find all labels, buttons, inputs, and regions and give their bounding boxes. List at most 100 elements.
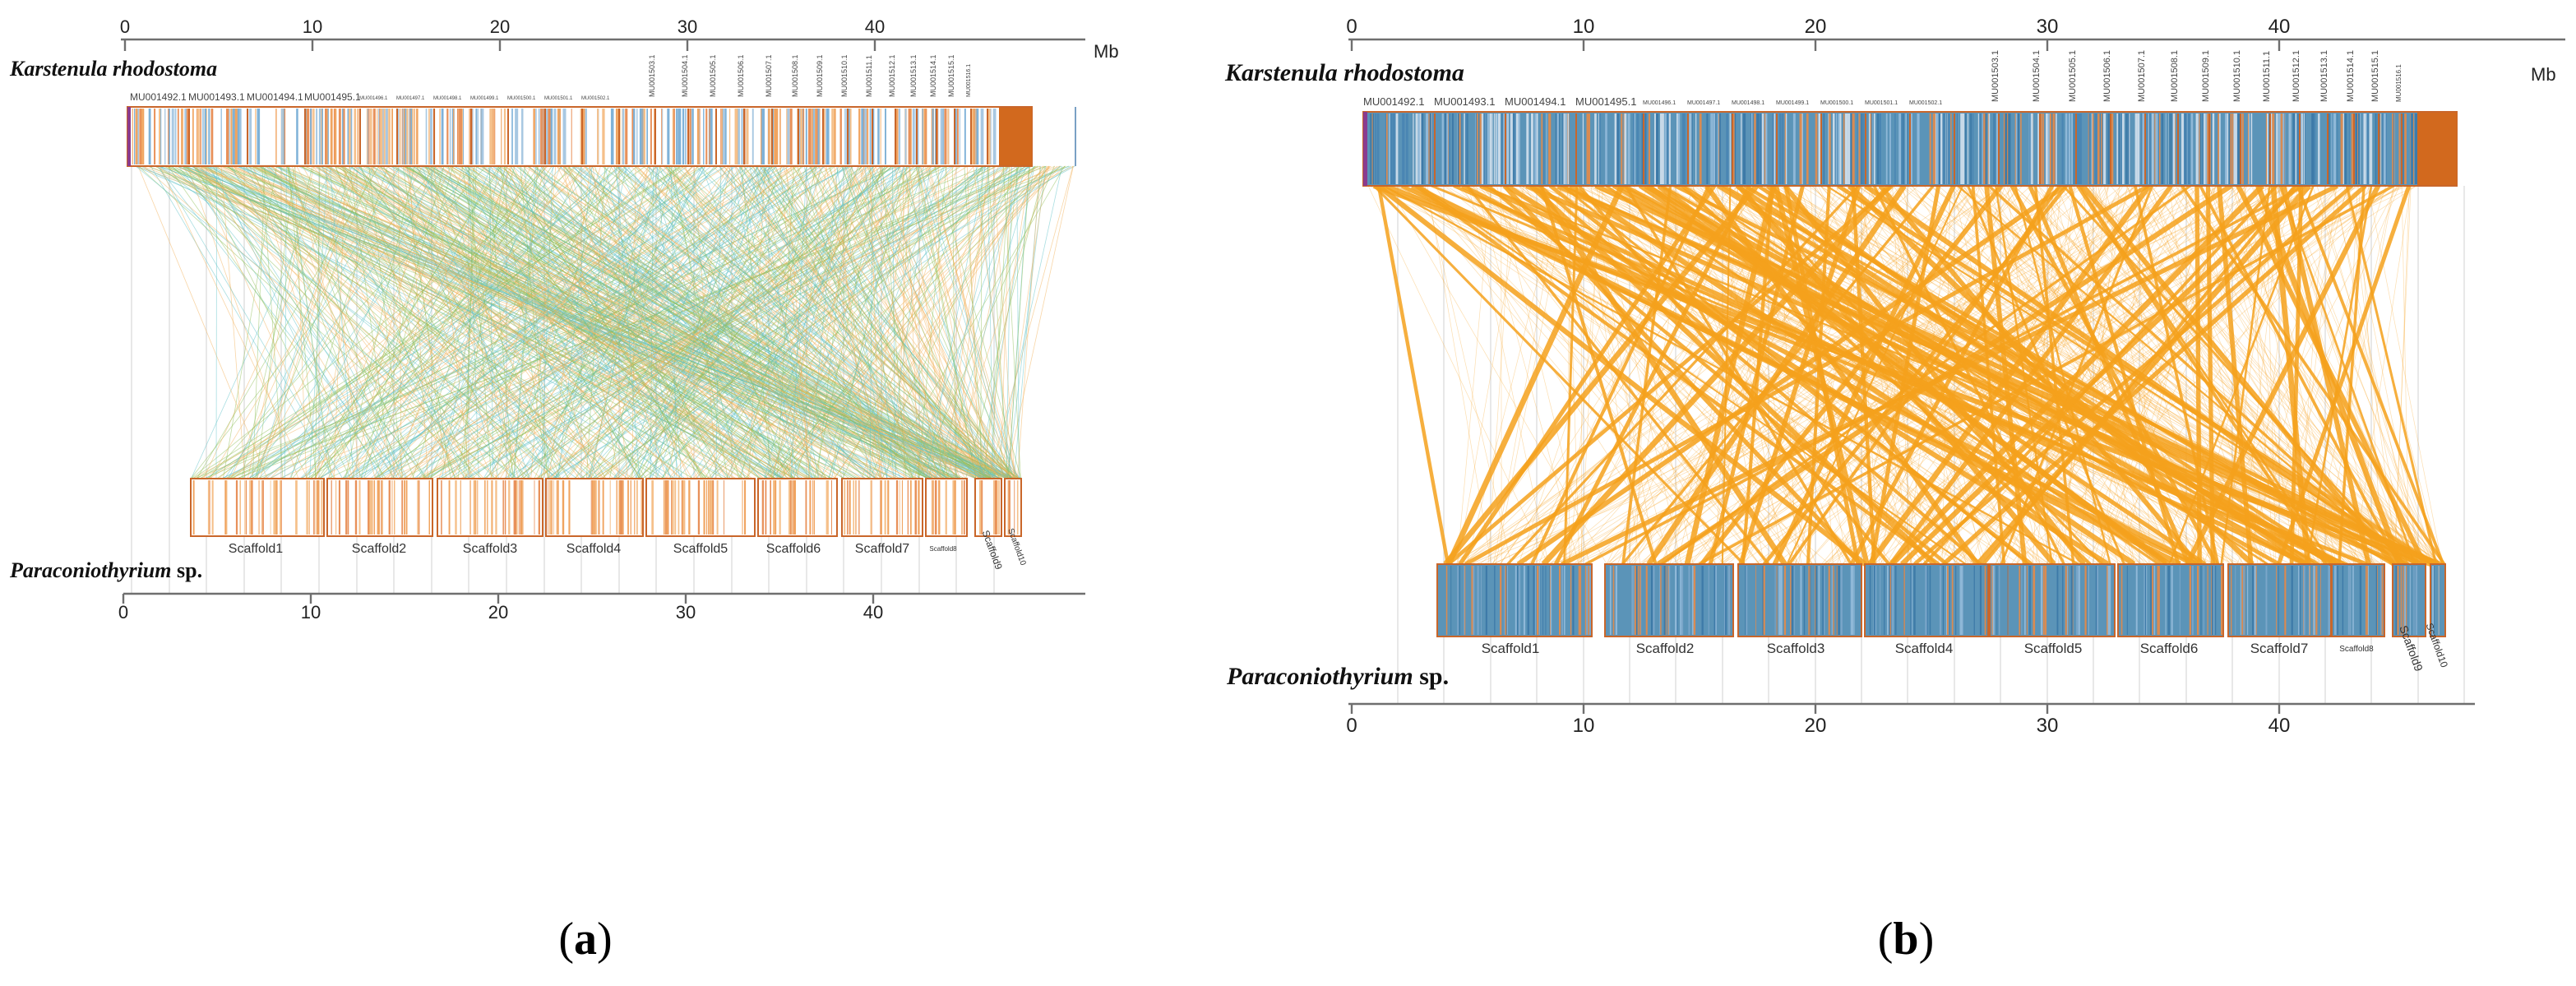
gene-stripe [779, 109, 781, 164]
synteny-link [742, 165, 1001, 479]
gene-stripe [632, 109, 636, 164]
scaffold-stripe [1506, 566, 1508, 635]
gene-stripe [826, 109, 830, 164]
gene-stripe [869, 109, 872, 164]
panel-b-scaffold-label: Scaffold7 [2250, 641, 2309, 656]
gene-stripe [330, 109, 333, 164]
panel-a-contig-label: MU001494.1 [247, 91, 303, 103]
gene-stripe [1668, 113, 1671, 184]
synteny-link [374, 165, 910, 479]
gene-stripe [493, 109, 495, 164]
synteny-link [756, 165, 876, 479]
scaffold-stripe [671, 480, 673, 535]
contig-divider [1575, 113, 1577, 184]
panel-a-scaffold-label: Scaffold8 [929, 545, 957, 553]
scaffold-stripe [2397, 566, 2399, 635]
gene-stripe [2014, 113, 2017, 184]
gene-stripe [2278, 113, 2281, 184]
gene-stripe [186, 109, 189, 164]
gene-stripe [1558, 113, 1560, 184]
scaffold-stripe [2065, 566, 2067, 635]
scaffold-stripe [744, 480, 747, 535]
synteny-link [414, 165, 731, 479]
gene-stripe [1946, 113, 1948, 184]
synteny-link [899, 165, 1019, 479]
synteny-link [271, 165, 627, 479]
gene-stripe [2097, 113, 2100, 184]
scaffold-stripe [945, 480, 947, 535]
synteny-link [988, 165, 1074, 479]
synteny-link [187, 165, 299, 479]
synteny-bundle [1561, 184, 2030, 566]
scaffold-stripe [275, 480, 278, 535]
gene-stripe [1979, 113, 1982, 184]
synteny-link [964, 165, 983, 479]
synteny-link [727, 165, 993, 479]
gene-stripe [557, 109, 560, 164]
gene-stripe [2393, 113, 2394, 184]
synteny-link [814, 165, 882, 479]
scaffold-stripe [895, 480, 899, 535]
scaffold-stripe [910, 480, 913, 535]
gene-stripe [559, 109, 561, 164]
panel-b-bottom-axis: 0 10 20 30 40 [1346, 702, 2475, 737]
gene-stripe [1386, 113, 1388, 184]
synteny-link [983, 165, 1019, 479]
panel-b-contig-label-small: MU001501.1 [1865, 100, 1898, 106]
synteny-link [807, 165, 839, 479]
gene-stripe [1495, 113, 1497, 184]
scaffold-stripe [2213, 566, 2214, 635]
synteny-link [412, 165, 915, 479]
panel-b-contig-label-rotated: MU001511.1 [2262, 51, 2272, 102]
scaffold-stripe [2215, 566, 2217, 635]
gene-stripe [833, 109, 835, 164]
synteny-link [439, 165, 937, 479]
synteny-bundle [2080, 184, 2396, 566]
gene-stripe [1760, 113, 1762, 184]
panel-b-scaffold-label: Scaffold3 [1767, 641, 1825, 656]
scaffold-stripe [2150, 566, 2152, 635]
scaffold-stripe [1634, 566, 1636, 635]
contig-divider [359, 109, 361, 164]
scaffold-stripe [666, 480, 668, 535]
scaffold-stripe [1485, 566, 1487, 635]
gene-stripe [2142, 113, 2145, 184]
panel-a-top-start-mark [127, 107, 131, 166]
synteny-link [858, 165, 983, 479]
gene-stripe [1514, 113, 1516, 184]
panel-b-top-tick-10: 10 [1573, 16, 1595, 38]
scaffold-stripe [553, 480, 554, 535]
gene-stripe [2204, 113, 2206, 184]
synteny-link [457, 165, 506, 479]
synteny-link [150, 165, 335, 479]
gene-stripe [1713, 113, 1716, 184]
gene-stripe [2301, 113, 2303, 184]
scaffold-stripe [880, 480, 882, 535]
scaffold-stripe [1889, 566, 1890, 635]
gene-stripe [1818, 113, 1821, 184]
gene-stripe [2366, 113, 2370, 184]
gene-stripe [1772, 113, 1774, 184]
scaffold-stripe [224, 480, 227, 535]
gene-stripe [200, 109, 201, 164]
scaffold-stripe [258, 480, 260, 535]
scaffold-stripe [1774, 566, 1776, 635]
synteny-link [391, 165, 555, 479]
gene-stripe [255, 109, 257, 164]
scaffold-stripe [963, 480, 965, 535]
gene-stripe [1838, 113, 1840, 184]
scaffold-stripe [709, 480, 711, 535]
gene-stripe [1910, 113, 1912, 184]
scaffold-stripe [562, 480, 565, 535]
scaffold-stripe [708, 480, 710, 535]
panel-b-scaffold-label: Scaffold1 [1482, 641, 1540, 656]
gene-stripe [1792, 113, 1796, 184]
gene-stripe [2007, 113, 2009, 184]
scaffold-stripe [1929, 566, 1931, 635]
gene-stripe [720, 109, 722, 164]
synteny-link [182, 165, 395, 479]
synteny-link [764, 165, 847, 479]
synteny-link [326, 165, 682, 479]
synteny-link [224, 165, 446, 479]
gene-stripe [1644, 113, 1647, 184]
